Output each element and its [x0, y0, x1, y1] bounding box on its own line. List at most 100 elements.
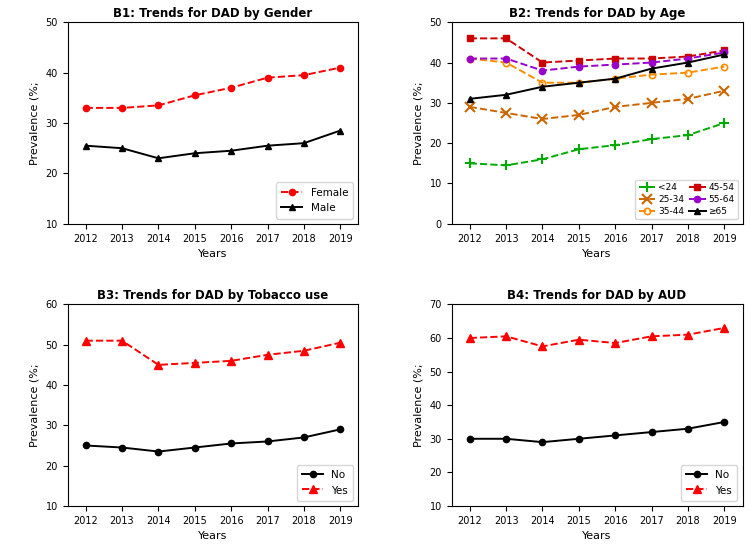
Yes [610, 340, 620, 346]
X-axis label: Years: Years [198, 249, 228, 259]
Female [118, 105, 127, 111]
55-64 [683, 55, 692, 62]
Yes [299, 348, 308, 354]
X-axis label: Years: Years [198, 531, 228, 541]
Y-axis label: Prevalence (%;: Prevalence (%; [30, 81, 40, 165]
Title: B4: Trends for DAD by AUD: B4: Trends for DAD by AUD [508, 289, 686, 302]
≥65 [720, 51, 729, 58]
No [538, 439, 547, 445]
X-axis label: Years: Years [582, 249, 612, 259]
≥65 [683, 59, 692, 66]
55-64 [610, 61, 620, 68]
No [190, 444, 200, 451]
<24 [502, 162, 511, 168]
45-54 [538, 59, 547, 66]
No [154, 448, 163, 455]
Yes [118, 337, 127, 344]
≥65 [502, 91, 511, 98]
Male [81, 142, 90, 149]
Female [263, 75, 272, 81]
55-64 [647, 59, 656, 66]
25-34 [465, 103, 474, 110]
Line: 25-34: 25-34 [464, 86, 730, 124]
No [118, 444, 127, 451]
Y-axis label: Prevalence (%;: Prevalence (%; [414, 364, 424, 447]
35-44 [538, 80, 547, 86]
35-44 [610, 75, 620, 82]
55-64 [538, 67, 547, 74]
Y-axis label: Prevalence (%;: Prevalence (%; [30, 364, 40, 447]
≥65 [610, 75, 620, 82]
Female [336, 64, 345, 71]
No [299, 434, 308, 441]
55-64 [574, 63, 584, 70]
<24 [538, 156, 547, 162]
55-64 [465, 55, 474, 62]
45-54 [720, 47, 729, 54]
≥65 [538, 83, 547, 90]
Line: Yes: Yes [82, 337, 344, 369]
Legend: No, Yes: No, Yes [681, 465, 737, 501]
Line: No: No [82, 426, 344, 455]
Male [190, 150, 200, 157]
25-34 [574, 112, 584, 118]
≥65 [574, 80, 584, 86]
Line: Female: Female [82, 64, 344, 111]
35-44 [683, 70, 692, 76]
45-54 [574, 57, 584, 64]
Legend: No, Yes: No, Yes [297, 465, 353, 501]
Female [81, 105, 90, 111]
<24 [683, 132, 692, 138]
<24 [647, 136, 656, 142]
45-54 [610, 55, 620, 62]
35-44 [647, 71, 656, 78]
Title: B1: Trends for DAD by Gender: B1: Trends for DAD by Gender [113, 7, 313, 19]
Yes [263, 351, 272, 358]
Yes [336, 339, 345, 346]
45-54 [502, 35, 511, 42]
Title: B2: Trends for DAD by Age: B2: Trends for DAD by Age [509, 7, 686, 19]
No [610, 432, 620, 439]
25-34 [502, 110, 511, 116]
Yes [502, 333, 511, 340]
No [226, 440, 236, 447]
Line: No: No [466, 419, 728, 445]
Yes [538, 343, 547, 350]
25-34 [647, 100, 656, 106]
45-54 [465, 35, 474, 42]
35-44 [720, 63, 729, 70]
No [574, 435, 584, 442]
25-34 [538, 116, 547, 122]
Line: 45-54: 45-54 [466, 35, 728, 66]
Yes [190, 360, 200, 366]
Yes [683, 331, 692, 338]
<24 [610, 142, 620, 148]
Male [226, 147, 236, 154]
45-54 [647, 55, 656, 62]
Female [226, 85, 236, 91]
<24 [720, 120, 729, 126]
Line: ≥65: ≥65 [466, 51, 728, 102]
No [502, 435, 511, 442]
Female [190, 92, 200, 98]
Yes [226, 358, 236, 364]
25-34 [720, 87, 729, 94]
No [336, 426, 345, 433]
45-54 [683, 53, 692, 60]
Line: 35-44: 35-44 [466, 56, 728, 86]
25-34 [683, 96, 692, 102]
55-64 [502, 55, 511, 62]
<24 [574, 146, 584, 152]
No [720, 419, 729, 425]
No [263, 438, 272, 445]
Male [118, 145, 127, 152]
Yes [720, 325, 729, 331]
Yes [81, 337, 90, 344]
Line: Yes: Yes [466, 324, 728, 350]
Male [263, 142, 272, 149]
Legend: Female, Male: Female, Male [276, 182, 353, 219]
No [647, 429, 656, 435]
X-axis label: Years: Years [582, 531, 612, 541]
Line: <24: <24 [464, 118, 730, 171]
<24 [465, 160, 474, 167]
